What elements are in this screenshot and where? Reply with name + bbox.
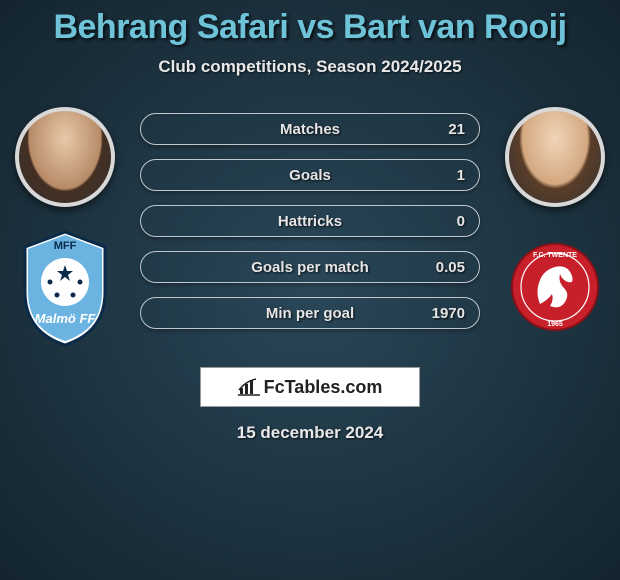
- stats-list: Matches 21 Goals 1 Hattricks 0 Goals per…: [140, 107, 480, 329]
- stat-row: Goals 1: [140, 159, 480, 191]
- svg-text:1965: 1965: [547, 321, 563, 328]
- content-area: MFF Malmö FF F.C. TWENTE 1965: [0, 107, 620, 443]
- page-subtitle: Club competitions, Season 2024/2025: [0, 57, 620, 77]
- stat-value-right: 0: [457, 213, 465, 230]
- stat-label: Min per goal: [266, 305, 354, 322]
- malmo-shield-icon: MFF Malmö FF: [15, 227, 115, 347]
- page-title: Behrang Safari vs Bart van Rooij: [0, 8, 620, 47]
- stat-value-right: 1: [457, 167, 465, 184]
- stat-row: Goals per match 0.05: [140, 251, 480, 283]
- club-left-logo: MFF Malmö FF: [15, 227, 115, 347]
- player-right-avatar: [505, 107, 605, 207]
- stat-value-right: 0.05: [436, 259, 465, 276]
- twente-badge-icon: F.C. TWENTE 1965: [510, 242, 600, 332]
- branding-text: FcTables.com: [264, 377, 383, 398]
- stat-label: Matches: [280, 121, 340, 138]
- left-column: MFF Malmö FF: [10, 107, 120, 347]
- player-left-avatar: [15, 107, 115, 207]
- svg-text:MFF: MFF: [54, 240, 77, 252]
- bar-chart-icon: [238, 378, 260, 396]
- svg-text:Malmö FF: Malmö FF: [35, 311, 97, 326]
- stat-row: Matches 21: [140, 113, 480, 145]
- stat-label: Hattricks: [278, 213, 342, 230]
- stat-value-right: 21: [448, 121, 465, 138]
- club-right-logo: F.C. TWENTE 1965: [505, 227, 605, 347]
- right-column: F.C. TWENTE 1965: [500, 107, 610, 347]
- stat-value-right: 1970: [432, 305, 465, 322]
- stat-label: Goals: [289, 167, 331, 184]
- svg-text:F.C. TWENTE: F.C. TWENTE: [533, 252, 577, 259]
- stat-row: Min per goal 1970: [140, 297, 480, 329]
- branding-box: FcTables.com: [200, 367, 420, 407]
- stat-label: Goals per match: [251, 259, 369, 276]
- stat-row: Hattricks 0: [140, 205, 480, 237]
- date-text: 15 december 2024: [0, 423, 620, 443]
